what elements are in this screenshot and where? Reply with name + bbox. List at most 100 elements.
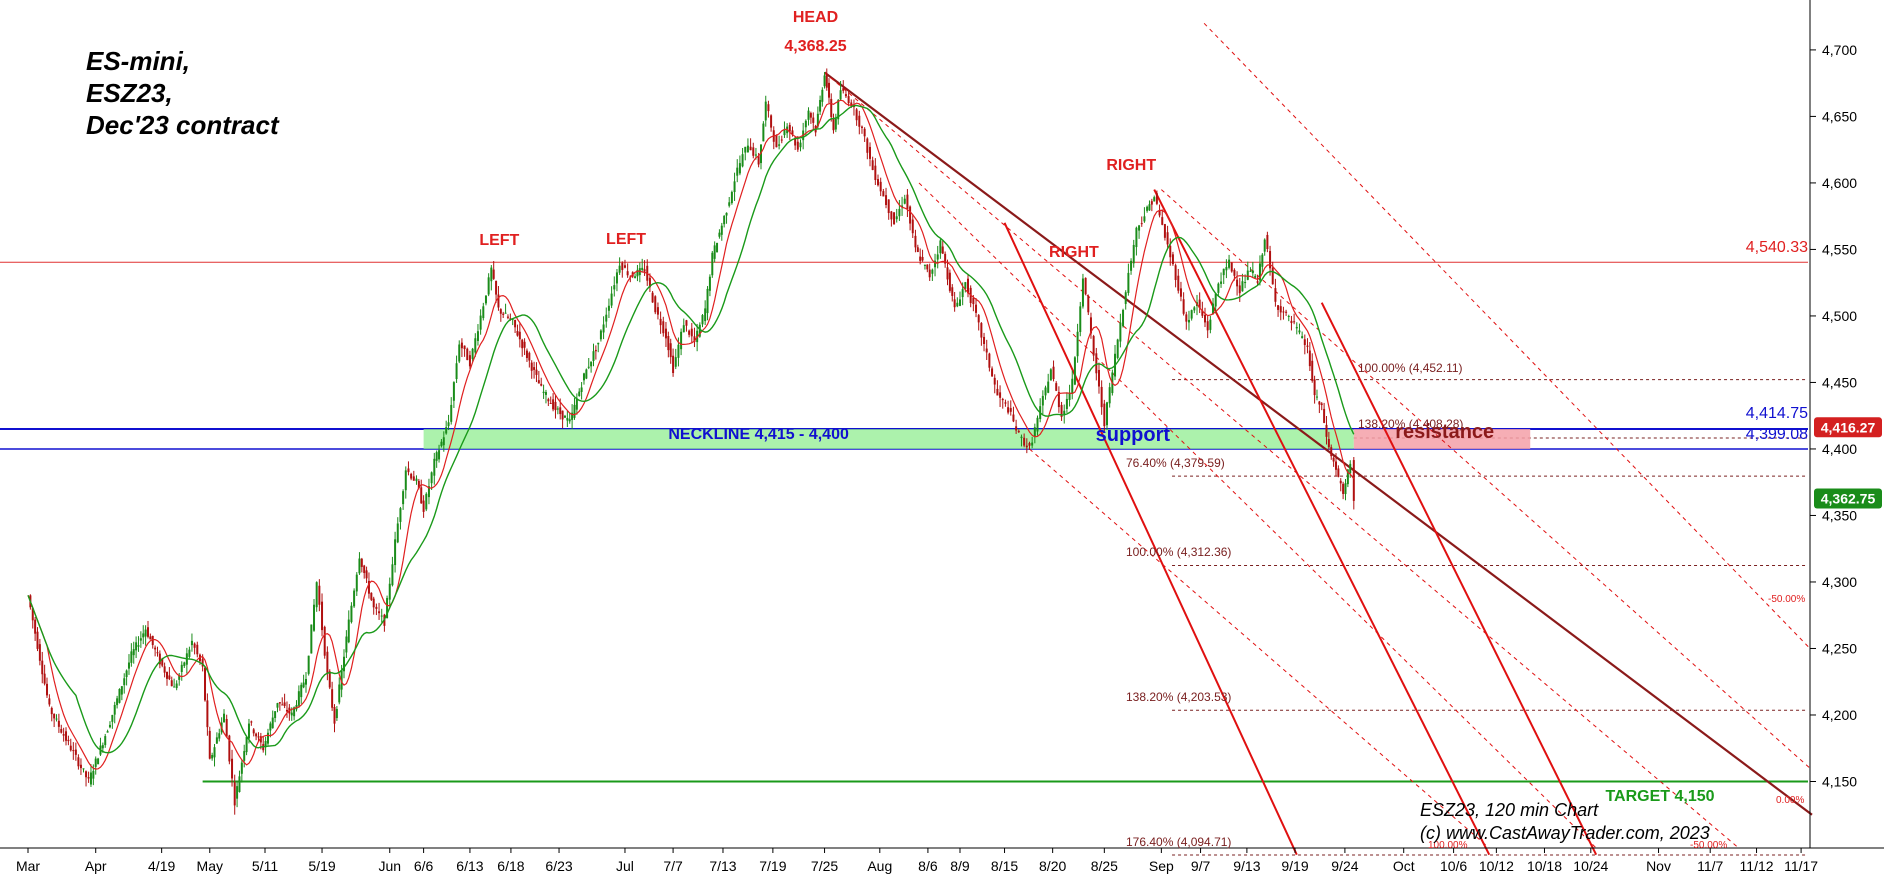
candle-body — [1301, 336, 1304, 339]
candle-body — [60, 728, 63, 733]
candle-body — [323, 626, 326, 656]
candle-body — [161, 658, 164, 666]
candle-body — [716, 243, 719, 253]
candle-body — [1225, 267, 1228, 271]
candle-body — [706, 288, 709, 314]
x-tick-label: 6/18 — [497, 858, 524, 874]
candle-body — [50, 707, 53, 715]
candle-body — [823, 75, 826, 87]
candle-body — [120, 686, 123, 695]
candle-body — [749, 146, 752, 151]
candle-body — [578, 391, 581, 396]
candle-body — [953, 299, 956, 308]
candle-body — [1209, 319, 1212, 330]
candle-body — [1001, 399, 1004, 401]
candle-body — [874, 165, 877, 181]
candle-body — [420, 487, 423, 504]
candle-body — [909, 206, 912, 224]
candle-body — [65, 731, 68, 741]
channel-dashed-line — [1203, 22, 1811, 649]
candle-body — [466, 348, 469, 361]
candle-body — [300, 684, 303, 698]
candle-body — [911, 219, 914, 234]
candle-body — [1146, 206, 1149, 211]
candle-body — [812, 117, 815, 123]
candle-body — [941, 246, 944, 254]
candle-body — [142, 633, 145, 638]
candle-body — [1323, 408, 1326, 423]
y-tick-label: 4,550 — [1822, 241, 1857, 257]
candle-body — [1228, 259, 1231, 268]
candle-body — [728, 202, 731, 206]
candle-body — [592, 351, 595, 361]
candle-body — [667, 336, 670, 351]
fib-100b-label: 100.00% (4,312.36) — [1126, 545, 1231, 559]
candle-body — [175, 683, 178, 689]
candle-body — [386, 598, 389, 619]
candle-body — [233, 782, 236, 806]
candle-body — [435, 452, 438, 461]
candle-body — [847, 96, 850, 104]
candle-body — [1277, 305, 1280, 310]
pct-neg50-label: -50.00% — [1768, 594, 1805, 605]
candle-body — [1130, 260, 1133, 271]
candle-body — [490, 267, 493, 282]
candle-body — [788, 124, 791, 132]
candle-body — [165, 671, 168, 679]
candle-body — [1106, 402, 1109, 426]
candle-body — [597, 342, 600, 345]
candle-body — [458, 344, 461, 362]
candle-body — [816, 113, 819, 127]
candle-body — [243, 751, 246, 761]
candle-body — [53, 713, 56, 719]
candle-body — [333, 707, 336, 724]
candle-body — [1044, 387, 1047, 396]
candle-body — [378, 611, 381, 614]
candle-body — [365, 570, 368, 579]
candle-body — [972, 297, 975, 305]
candle-body — [460, 342, 463, 349]
x-tick-label: Nov — [1646, 858, 1671, 874]
candle-body — [948, 272, 951, 291]
candle-body — [780, 139, 783, 141]
candle-body — [821, 89, 824, 102]
candle-body — [571, 412, 574, 420]
candle-body — [497, 294, 500, 308]
candle-body — [1041, 395, 1044, 406]
candle-body — [290, 712, 293, 716]
candle-body — [1244, 282, 1247, 284]
candle-body — [442, 437, 445, 446]
x-tick-label: 8/15 — [991, 858, 1018, 874]
candle-body — [127, 662, 130, 669]
candle-body — [542, 391, 545, 394]
candle-body — [410, 473, 413, 479]
candle-body — [269, 723, 272, 731]
x-tick-label: Aug — [867, 858, 892, 874]
candle-body — [154, 647, 157, 650]
candle-body — [518, 331, 521, 340]
candle-body — [1119, 322, 1122, 342]
candle-body — [1342, 483, 1345, 494]
left-shoulder-label-2: LEFT — [606, 231, 646, 248]
candle-body — [41, 660, 44, 675]
candle-body — [744, 146, 747, 153]
candle-body — [183, 662, 186, 667]
candle-body — [711, 252, 714, 276]
candle-body — [860, 126, 863, 128]
candle-body — [733, 181, 736, 193]
candle-body — [736, 167, 739, 176]
candle-body — [654, 296, 657, 313]
candle-body — [213, 747, 216, 758]
x-tick-label: 4/19 — [148, 858, 175, 874]
candle-body — [1313, 379, 1316, 396]
level-4399-label: 4,399.08 — [1746, 426, 1808, 443]
candle-body — [1327, 438, 1330, 448]
candle-body — [936, 254, 939, 260]
x-tick-label: 11/7 — [1697, 858, 1723, 874]
candle-body — [399, 508, 402, 522]
candle-body — [996, 388, 999, 396]
y-tick-label: 4,400 — [1822, 441, 1857, 457]
candle-body — [1025, 445, 1028, 448]
candle-body — [701, 315, 704, 325]
support-label: support — [1096, 424, 1171, 446]
